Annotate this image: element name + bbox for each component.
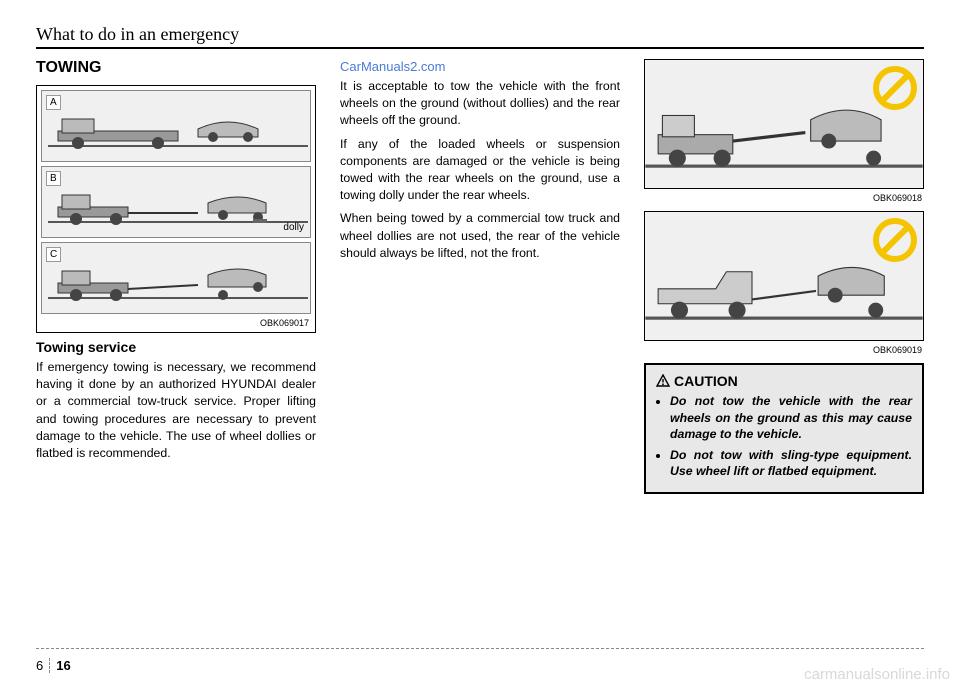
wheel-lift-dolly-illustration bbox=[48, 185, 308, 227]
figure-code: OBK069018 bbox=[644, 193, 922, 203]
page-number: 6 16 bbox=[36, 658, 71, 673]
column-2: CarManuals2.com It is acceptable to tow … bbox=[340, 59, 620, 494]
flatbed-tow-illustration bbox=[48, 109, 308, 151]
caution-item: Do not tow with sling-type equipment. Us… bbox=[670, 447, 912, 480]
paragraph: If any of the loaded wheels or suspensio… bbox=[340, 136, 620, 205]
panel-label: A bbox=[46, 95, 61, 110]
paragraph: It is acceptable to tow the vehicle with… bbox=[340, 78, 620, 130]
wheel-lift-rear-illustration bbox=[48, 261, 308, 303]
figure-wrong-tow-2 bbox=[644, 211, 924, 341]
chapter-number: 6 bbox=[36, 658, 50, 673]
figure-code: OBK069019 bbox=[644, 345, 922, 355]
figure-towing-methods: A B bbox=[36, 85, 316, 333]
dolly-label: dolly bbox=[283, 222, 304, 233]
panel-label: C bbox=[46, 247, 61, 262]
prohibited-icon bbox=[873, 218, 917, 262]
figure-code: OBK069017 bbox=[41, 318, 309, 328]
column-1: TOWING A B bbox=[36, 59, 316, 494]
prohibited-icon bbox=[873, 66, 917, 110]
column-3: OBK069018 OBK069019 bbox=[644, 59, 924, 494]
page-num: 16 bbox=[56, 658, 70, 673]
caution-item: Do not tow the vehicle with the rear whe… bbox=[670, 393, 912, 443]
figure-panel-a: A bbox=[41, 90, 311, 162]
footer-divider bbox=[36, 648, 924, 649]
towing-service-paragraph: If emergency towing is necessary, we rec… bbox=[36, 359, 316, 462]
warning-icon bbox=[656, 374, 670, 388]
chapter-title: What to do in an emergency bbox=[36, 24, 924, 49]
caution-list: Do not tow the vehicle with the rear whe… bbox=[656, 393, 912, 480]
carmanuals-watermark: CarManuals2.com bbox=[340, 59, 620, 74]
caution-box: CAUTION Do not tow the vehicle with the … bbox=[644, 363, 924, 494]
towing-service-heading: Towing service bbox=[36, 339, 316, 355]
section-title: TOWING bbox=[36, 59, 316, 77]
caution-label: CAUTION bbox=[674, 373, 738, 389]
caution-title: CAUTION bbox=[656, 373, 912, 389]
figure-wrong-tow-1 bbox=[644, 59, 924, 189]
panel-label: B bbox=[46, 171, 61, 186]
figure-panel-b: B dolly bbox=[41, 166, 311, 238]
site-watermark: carmanualsonline.info bbox=[804, 666, 950, 683]
paragraph: When being towed by a commercial tow tru… bbox=[340, 210, 620, 262]
figure-panel-c: C bbox=[41, 242, 311, 314]
